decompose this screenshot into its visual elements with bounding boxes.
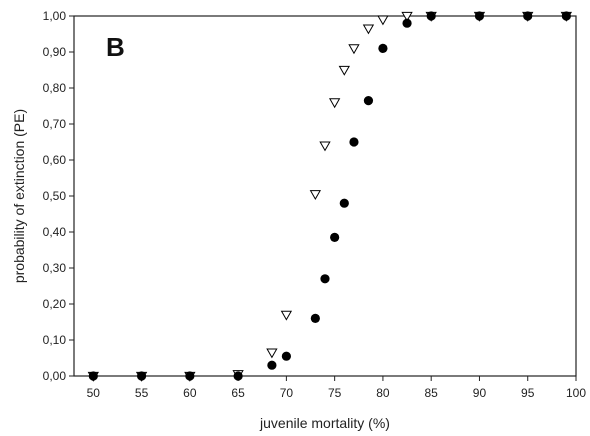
y-tick-label: 0,60	[43, 153, 67, 167]
triangle-point	[362, 24, 375, 35]
circle-point	[136, 371, 147, 381]
circle-point	[320, 274, 330, 284]
x-tick-label: 55	[135, 386, 149, 400]
plot-frame	[73, 15, 577, 377]
y-tick-label: 0,00	[43, 369, 67, 383]
triangle-point	[280, 310, 293, 321]
y-tick-label: 0,20	[43, 297, 67, 311]
x-tick-label: 60	[183, 386, 197, 400]
x-tick-label: 65	[231, 386, 245, 400]
y-tick-label: 0,90	[43, 45, 67, 59]
triangle-point	[348, 44, 360, 55]
circle-point	[233, 371, 243, 381]
y-tick-label: 1,00	[43, 9, 67, 23]
x-tick-label: 100	[566, 386, 586, 400]
circle-point	[402, 18, 412, 28]
circle-point	[426, 11, 436, 21]
circle-point	[561, 11, 571, 21]
x-tick-label: 70	[280, 386, 294, 400]
y-tick-label: 0,70	[43, 117, 67, 131]
y-tick-label: 0,80	[43, 81, 67, 95]
x-tick-label: 75	[328, 386, 342, 400]
data-points	[87, 11, 573, 382]
circle-point	[267, 360, 277, 370]
y-tick-label: 0,30	[43, 261, 67, 275]
x-tick-label: 80	[376, 386, 390, 400]
y-tick-label: 0,10	[43, 333, 67, 347]
triangle-point	[328, 98, 341, 109]
circle-point	[363, 96, 374, 106]
x-tick-label: 90	[473, 386, 487, 400]
circle-point	[330, 232, 340, 242]
x-axis: 50 55 60 65 70 75 80 85 90 95 100	[87, 376, 586, 400]
circle-point	[523, 11, 533, 21]
panel-label: B	[106, 32, 125, 62]
triangle-point	[401, 11, 413, 22]
triangle-point	[377, 15, 389, 26]
triangle-point	[338, 65, 350, 76]
triangle-point	[266, 348, 278, 359]
y-axis: 0,00 0,10 0,20 0,30 0,40 0,50 0,60 0,70 0,80 0,90…	[43, 9, 74, 383]
triangle-point	[319, 141, 331, 152]
circle-point	[339, 198, 349, 208]
circle-point	[281, 351, 291, 361]
x-axis-title: juvenile mortality (%)	[259, 415, 390, 431]
circle-point	[474, 11, 485, 21]
triangle-point	[309, 190, 322, 201]
x-tick-label: 50	[87, 386, 101, 400]
y-tick-label: 0,50	[43, 189, 67, 203]
circle-point	[349, 137, 359, 147]
circle-point	[378, 43, 388, 54]
y-tick-label: 0,40	[43, 225, 67, 239]
y-axis-title: probability of extinction (PE)	[11, 109, 27, 283]
circle-point	[185, 371, 195, 381]
circle-point	[88, 371, 98, 381]
x-tick-label: 85	[425, 386, 439, 400]
circle-point	[310, 313, 320, 323]
x-tick-label: 95	[521, 386, 535, 400]
